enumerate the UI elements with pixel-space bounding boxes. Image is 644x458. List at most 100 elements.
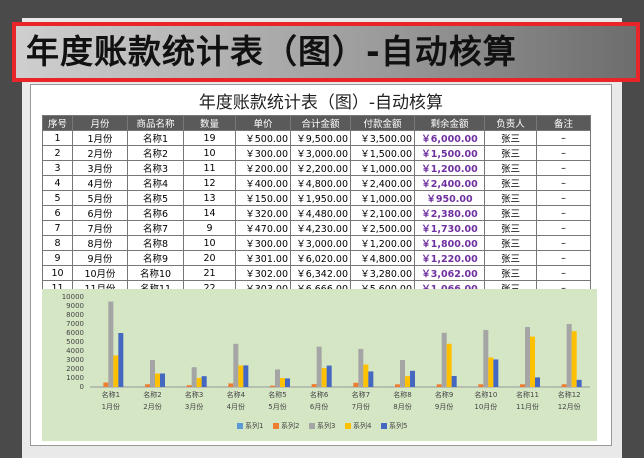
legend-swatch — [237, 423, 243, 429]
bar — [368, 371, 374, 387]
table-cell: 9 — [42, 250, 73, 266]
chart: 0100020003000400050006000700080009000100… — [42, 289, 597, 441]
table-cell: ￥2,500.00 — [350, 220, 415, 236]
bar — [326, 365, 332, 387]
table-cell: 8月份 — [72, 235, 128, 251]
bar — [118, 333, 124, 387]
bar — [478, 384, 484, 387]
bar — [275, 369, 280, 387]
x-group-label: 6月份 — [310, 402, 328, 411]
table-row: 6 6月份 名称6 14 ￥320.00 ￥4,480.00 ￥2,100.00 ￥2,380… — [42, 205, 591, 221]
table-cell: ￥300.00 — [235, 145, 291, 161]
bar — [525, 327, 530, 387]
bar — [186, 385, 192, 387]
legend-label: 系列1 — [245, 421, 263, 430]
table-row: 9 9月份 名称9 20 ￥301.00 ￥6,020.00 ￥4,800.00 ￥1,220… — [42, 250, 591, 266]
table-cell: ￥3,000.00 — [290, 145, 351, 161]
table-row: 8 8月份 名称8 10 ￥300.00 ￥3,000.00 ￥1,200.00 ￥1,800… — [42, 235, 591, 251]
table-cell: 张三 — [484, 250, 537, 266]
column-header: 负责人 — [484, 115, 537, 131]
y-tick-label: 8000 — [66, 311, 84, 319]
bar — [228, 383, 234, 387]
table-cell: 8 — [42, 235, 73, 251]
bar — [150, 360, 155, 387]
bar — [196, 378, 202, 387]
legend-label: 系列3 — [317, 421, 335, 430]
table-cell: ￥1,950.00 — [290, 190, 351, 206]
table-cell: 10月份 — [72, 265, 128, 281]
column-header: 单价 — [235, 115, 291, 131]
table-cell: – — [536, 235, 591, 251]
table-cell: ￥1,000.00 — [350, 160, 415, 176]
table-cell: 张三 — [484, 160, 537, 176]
bar — [520, 384, 525, 387]
table-cell: 9 — [183, 220, 236, 236]
bar — [358, 348, 364, 387]
bar — [108, 301, 114, 387]
table-cell: 张三 — [484, 220, 537, 236]
table-cell: – — [536, 175, 591, 191]
bar — [446, 343, 452, 387]
table-cell: 7月份 — [72, 220, 128, 236]
y-tick-label: 3000 — [66, 356, 84, 364]
table-cell: 6月份 — [72, 205, 128, 221]
table-cell: 21 — [183, 265, 236, 281]
table-cell: ￥4,800.00 — [350, 250, 415, 266]
table-cell: ￥500.00 — [235, 130, 291, 146]
x-tick-label: 名称2 — [143, 390, 161, 399]
legend-label: 系列2 — [281, 421, 299, 430]
bar — [530, 336, 535, 387]
bar — [321, 368, 327, 387]
table-cell: 名称7 — [127, 220, 184, 236]
table-cell: ￥1,500.00 — [350, 145, 415, 161]
table-cell: ￥950.00 — [414, 190, 485, 206]
bar — [535, 377, 540, 387]
table-cell: 10 — [42, 265, 73, 281]
table-cell: ￥4,800.00 — [290, 175, 351, 191]
legend-swatch — [309, 423, 315, 429]
table-cell: ￥6,000.00 — [414, 130, 485, 146]
table: 序号 月份 商品名称 数量 单价 合计金额 付款金额 剩余金额 负责人 备注 1 1月份 名称1 19 ￥5… — [42, 115, 591, 311]
table-cell: – — [536, 145, 591, 161]
x-group-label: 10月份 — [474, 402, 497, 411]
table-cell: 张三 — [484, 130, 537, 146]
table-cell: ￥200.00 — [235, 160, 291, 176]
table-cell: 3 — [42, 160, 73, 176]
x-group-label: 1月份 — [102, 402, 120, 411]
table-cell: 14 — [183, 205, 236, 221]
bar — [488, 357, 494, 387]
bar — [566, 324, 572, 387]
bar — [285, 378, 290, 387]
legend-swatch — [273, 423, 279, 429]
bar — [400, 360, 405, 387]
legend-label: 系列5 — [389, 421, 407, 430]
x-group-label: 3月份 — [185, 402, 203, 411]
y-tick-label: 6000 — [66, 329, 84, 337]
bar — [160, 373, 165, 387]
x-tick-label: 名称1 — [102, 390, 120, 399]
bar — [270, 385, 275, 387]
column-header: 付款金额 — [350, 115, 415, 131]
table-cell: 名称10 — [127, 265, 184, 281]
table-row: 4 4月份 名称4 12 ￥400.00 ￥4,800.00 ￥2,400.00 ￥2,400… — [42, 175, 591, 191]
column-header: 月份 — [72, 115, 128, 131]
table-cell: 名称4 — [127, 175, 184, 191]
y-tick-label: 7000 — [66, 320, 84, 328]
sheet: 年度账款统计表（图）-自动核算 序号 月份 商品名称 数量 单价 合计金额 付款金额 剩余金额… — [30, 84, 612, 446]
table-row: 7 7月份 名称7 9 ￥470.00 ￥4,230.00 ￥2,500.00 ￥1,730.… — [42, 220, 591, 236]
table-cell: ￥2,400.00 — [350, 175, 415, 191]
table-cell: – — [536, 205, 591, 221]
table-cell: 4 — [42, 175, 73, 191]
x-tick-label: 名称4 — [227, 390, 246, 399]
y-tick-label: 0 — [80, 383, 84, 391]
x-tick-label: 名称9 — [435, 390, 453, 399]
column-header: 剩余金额 — [414, 115, 485, 131]
table-cell: 3月份 — [72, 160, 128, 176]
table-cell: 10 — [183, 145, 236, 161]
bar — [233, 343, 239, 387]
legend-swatch — [381, 423, 387, 429]
table-cell: 张三 — [484, 265, 537, 281]
table-cell: 名称2 — [127, 145, 184, 161]
bar — [561, 384, 567, 387]
bar — [155, 373, 160, 387]
